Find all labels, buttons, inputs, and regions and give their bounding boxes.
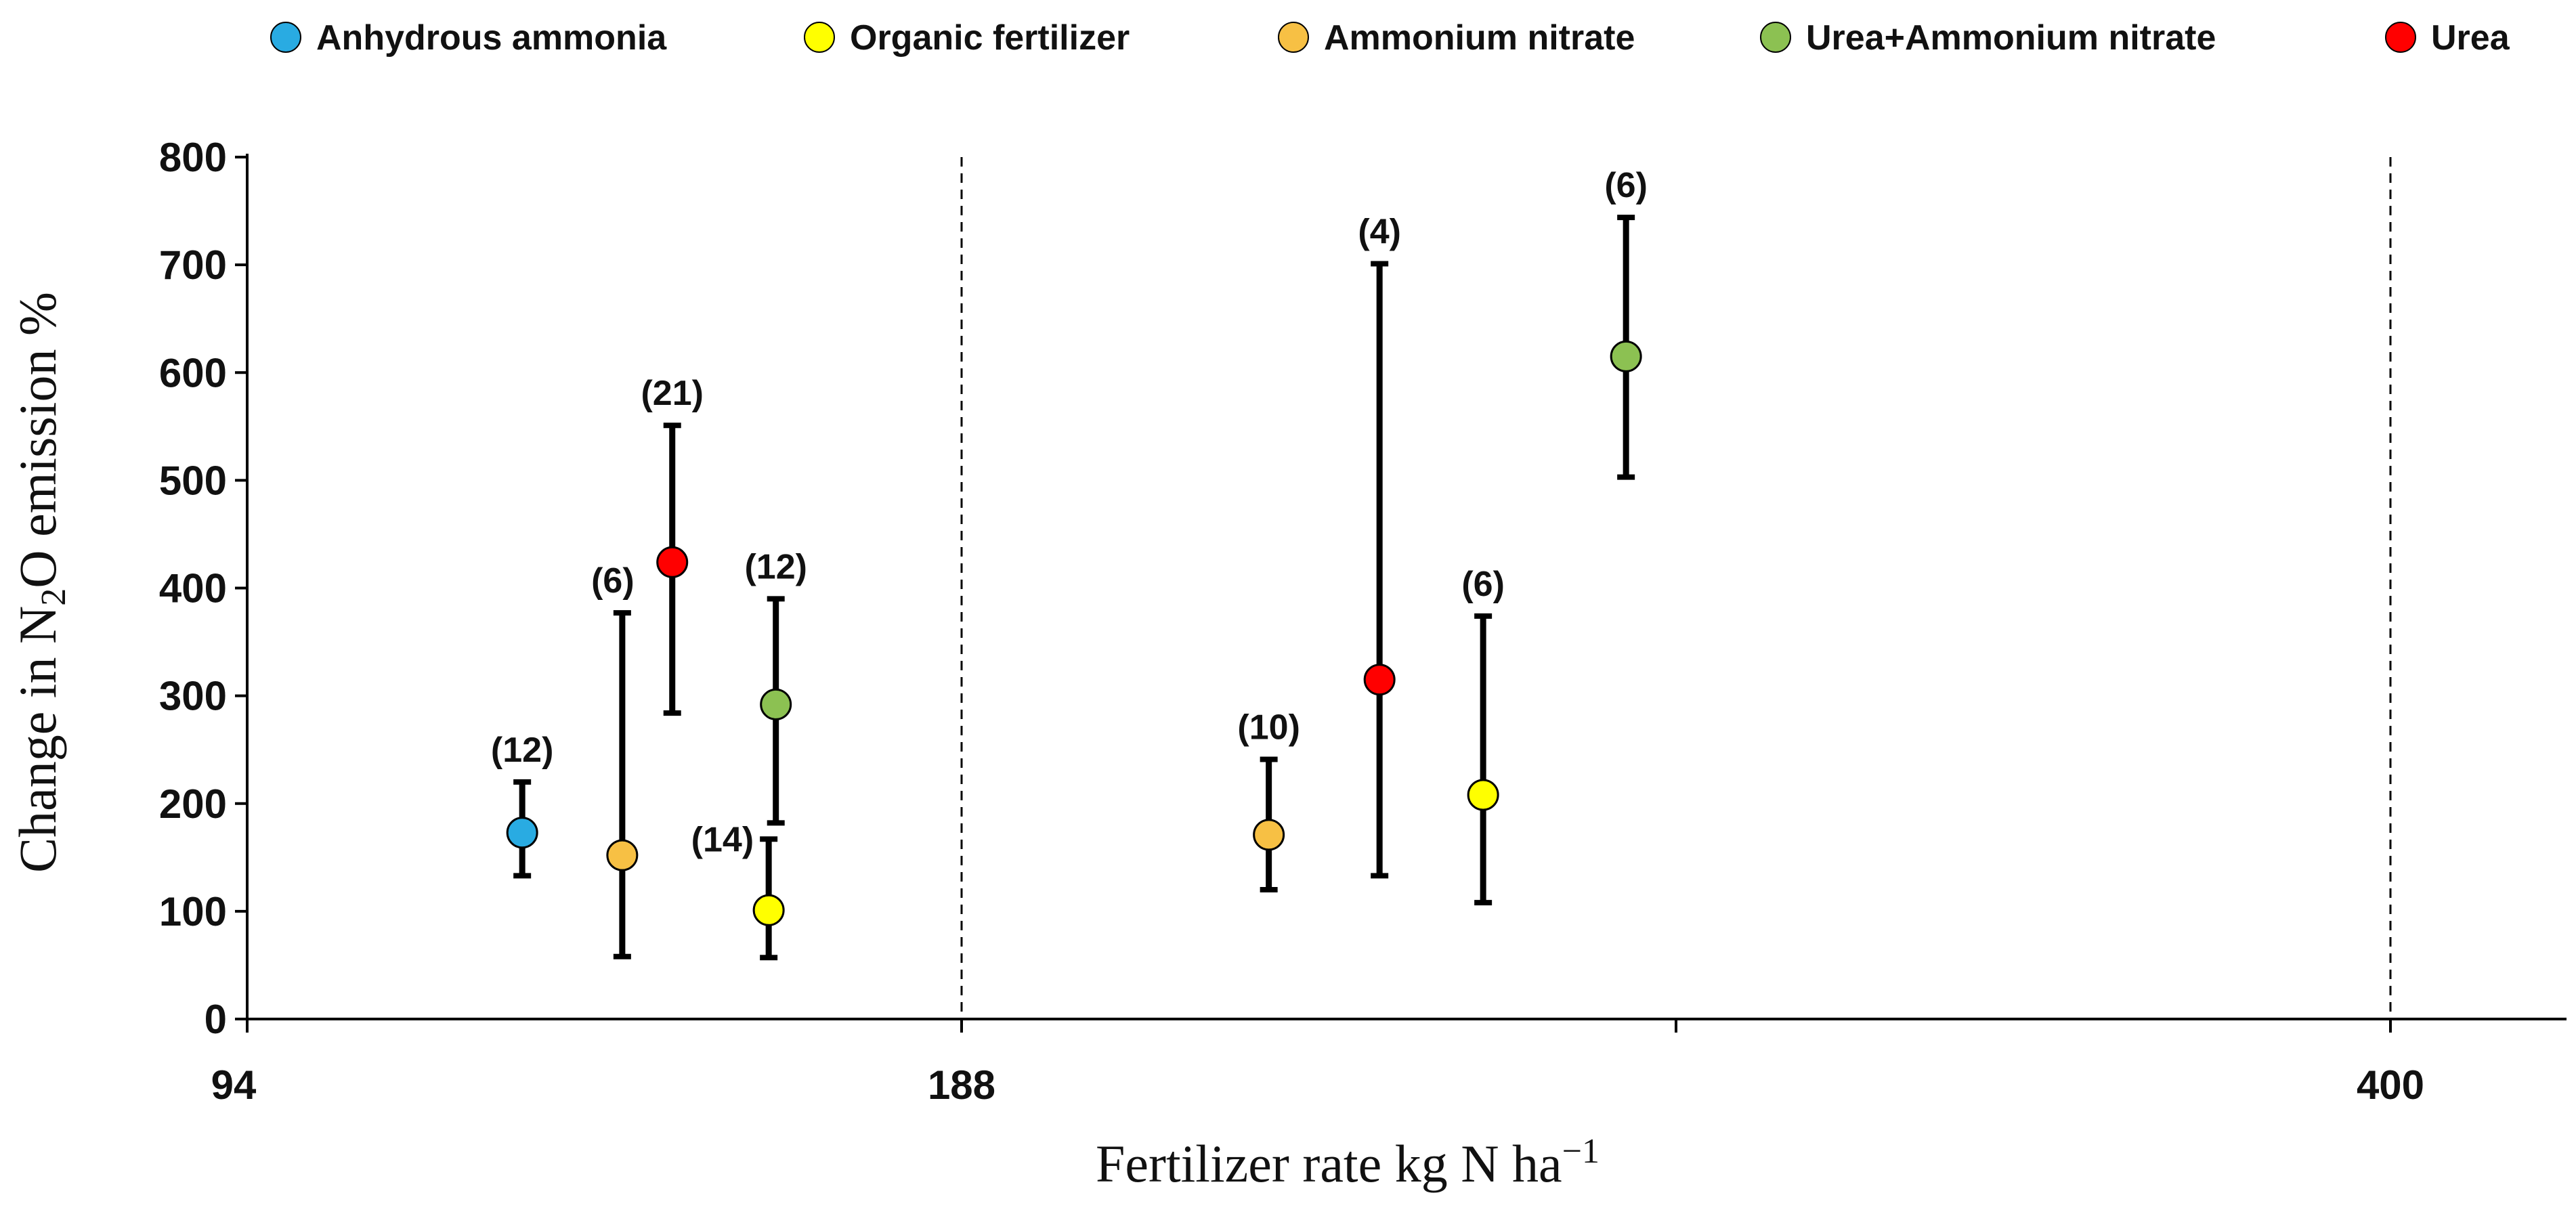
n-label-6: (4) xyxy=(1358,213,1401,252)
chart-axes: 0 100 200 300 400 500 600 700 800 94 188 400 xyxy=(159,135,2567,1108)
y-tick-label-2: 200 xyxy=(159,781,227,827)
y-tick-label-7: 700 xyxy=(159,242,227,288)
data-point-3 xyxy=(760,688,792,720)
y-tick-label-5: 500 xyxy=(159,458,227,503)
n-label-8: (6) xyxy=(1604,166,1648,205)
legend-marker-2 xyxy=(1278,22,1309,53)
legend-item-4: Urea xyxy=(2385,18,2510,58)
error-bar-6 xyxy=(1371,261,1389,879)
legend-item-1: Organic fertilizer xyxy=(804,18,1130,58)
y-axis-title: Change in N2O emission % xyxy=(8,292,73,873)
y-tick-label-0: 0 xyxy=(205,997,227,1042)
legend-label-0: Anhydrous ammonia xyxy=(316,18,667,58)
n-label-3: (12) xyxy=(744,547,807,586)
n-label-0: (12) xyxy=(491,731,553,770)
legend-label-4: Urea xyxy=(2431,18,2510,58)
legend-marker-3 xyxy=(1760,22,1791,53)
x-tick-label-1: 188 xyxy=(928,1062,995,1108)
sample-size-labels: (12) (6) (21) (12) (14) (10) (4) (6) (6) xyxy=(491,166,1648,859)
data-point-1 xyxy=(606,839,639,871)
legend-label-1: Organic fertilizer xyxy=(850,18,1130,58)
legend-item-0: Anhydrous ammonia xyxy=(270,18,667,58)
legend-item-2: Ammonium nitrate xyxy=(1278,18,1635,58)
data-point-2 xyxy=(656,546,689,578)
data-point-6 xyxy=(1363,664,1396,696)
error-bar-1 xyxy=(613,610,631,959)
y-tick-label-1: 100 xyxy=(159,889,227,934)
legend-marker-0 xyxy=(270,22,301,53)
data-point-0 xyxy=(506,817,538,849)
data-points xyxy=(506,340,1642,926)
data-point-7 xyxy=(1467,779,1499,811)
legend-label-3: Urea+Ammonium nitrate xyxy=(1806,18,2216,58)
legend-marker-1 xyxy=(804,22,835,53)
y-tick-label-3: 300 xyxy=(159,674,227,719)
y-tick-label-8: 800 xyxy=(159,135,227,180)
error-bar-7 xyxy=(1474,613,1493,906)
n-label-7: (6) xyxy=(1461,565,1505,604)
chart-legend: Anhydrous ammonia Organic fertilizer Ammon… xyxy=(270,18,2510,58)
legend-item-3: Urea+Ammonium nitrate xyxy=(1760,18,2216,58)
legend-marker-4 xyxy=(2385,22,2416,53)
x-tick-label-2: 400 xyxy=(2357,1062,2424,1108)
n-label-5: (10) xyxy=(1237,708,1300,748)
legend-label-2: Ammonium nitrate xyxy=(1324,18,1635,58)
y-tick-label-6: 600 xyxy=(159,350,227,395)
y-tick-label-4: 400 xyxy=(159,566,227,611)
n-label-4: (14) xyxy=(691,820,754,859)
data-point-5 xyxy=(1253,819,1285,851)
n-label-2: (21) xyxy=(641,374,703,413)
data-point-4 xyxy=(752,894,785,926)
n-label-1: (6) xyxy=(591,561,635,601)
x-axis-title: Fertilizer rate kg N ha−1 xyxy=(1096,1132,1600,1193)
x-tick-label-0: 94 xyxy=(211,1062,257,1108)
data-point-8 xyxy=(1610,340,1642,372)
